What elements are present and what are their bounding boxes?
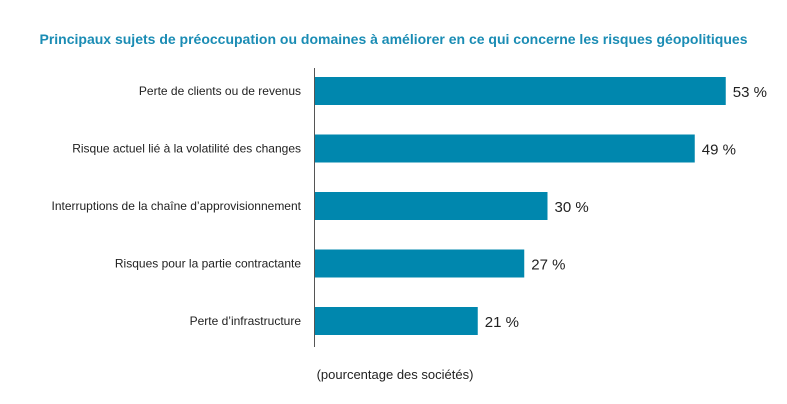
x-axis-label: (pourcentage des sociétés) <box>316 367 474 382</box>
category-label-5: Perte d’infrastructure <box>190 314 302 328</box>
chart-title: Principaux sujets de préoccupation ou do… <box>39 31 748 47</box>
bar-3 <box>315 192 548 220</box>
category-label-3: Interruptions de la chaîne d’approvision… <box>52 199 302 213</box>
value-label-2: 49 % <box>702 142 736 159</box>
value-label-1: 53 % <box>733 84 767 101</box>
bar-4 <box>315 249 525 278</box>
category-label-2: Risque actuel lié à la volatilité des ch… <box>72 142 301 156</box>
bar-1 <box>315 77 726 105</box>
value-label-4: 27 % <box>531 257 565 274</box>
category-label-4: Risques pour la partie contractante <box>115 257 301 271</box>
value-label-5: 21 % <box>485 314 519 331</box>
category-label-1: Perte de clients ou de revenus <box>139 84 301 98</box>
bar-5 <box>315 307 478 335</box>
value-label-3: 30 % <box>555 199 589 216</box>
bar-2 <box>315 134 695 163</box>
